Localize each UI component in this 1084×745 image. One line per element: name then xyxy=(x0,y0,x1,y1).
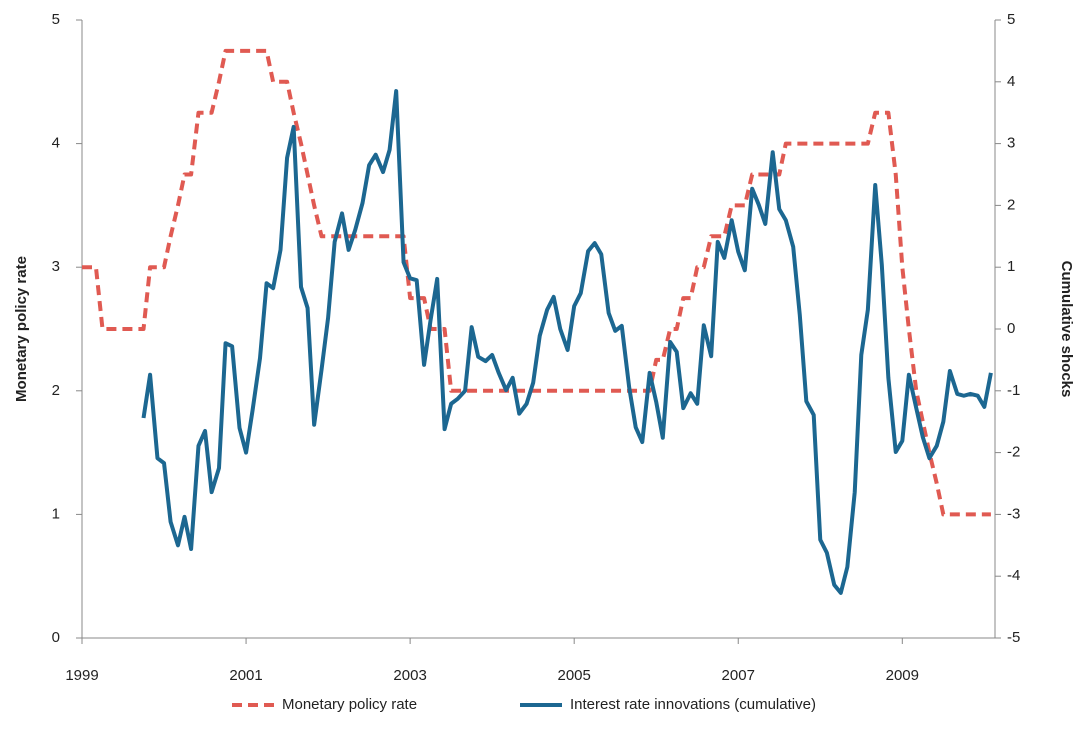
y-tick-label: 3 xyxy=(52,258,60,275)
y-tick-label: 2 xyxy=(52,382,60,399)
y-tick-label: 0 xyxy=(52,629,60,646)
y2-tick-label: 5 xyxy=(1007,11,1015,28)
y2-tick-label: -2 xyxy=(1007,444,1020,461)
y-tick-label: 1 xyxy=(52,505,60,522)
legend-label: Monetary policy rate xyxy=(282,696,417,713)
y2-tick-label: 2 xyxy=(1007,196,1015,213)
y-tick-label: 5 xyxy=(52,11,60,28)
y-axis-title: Monetary policy rate xyxy=(13,256,30,402)
y2-tick-label: 0 xyxy=(1007,320,1015,337)
y2-tick-label: 1 xyxy=(1007,258,1015,275)
y2-tick-label: -5 xyxy=(1007,629,1020,646)
x-tick-label: 2003 xyxy=(393,667,426,684)
x-tick-label: 2007 xyxy=(722,667,755,684)
x-tick-label: 2009 xyxy=(886,667,919,684)
y2-tick-label: -3 xyxy=(1007,505,1020,522)
y2-tick-label: 3 xyxy=(1007,135,1015,152)
x-tick-label: 1999 xyxy=(65,667,98,684)
series-line xyxy=(82,48,991,517)
y-tick-label: 4 xyxy=(52,135,60,152)
legend-label: Interest rate innovations (cumulative) xyxy=(570,696,816,713)
y2-tick-label: -1 xyxy=(1007,382,1020,399)
y2-tick-label: -4 xyxy=(1007,567,1020,584)
x-tick-label: 2005 xyxy=(557,667,590,684)
x-tick-label: 2001 xyxy=(229,667,262,684)
y2-axis-title: Cumulative shocks xyxy=(1058,261,1075,398)
y2-tick-label: 4 xyxy=(1007,73,1015,90)
series-line xyxy=(141,89,993,595)
